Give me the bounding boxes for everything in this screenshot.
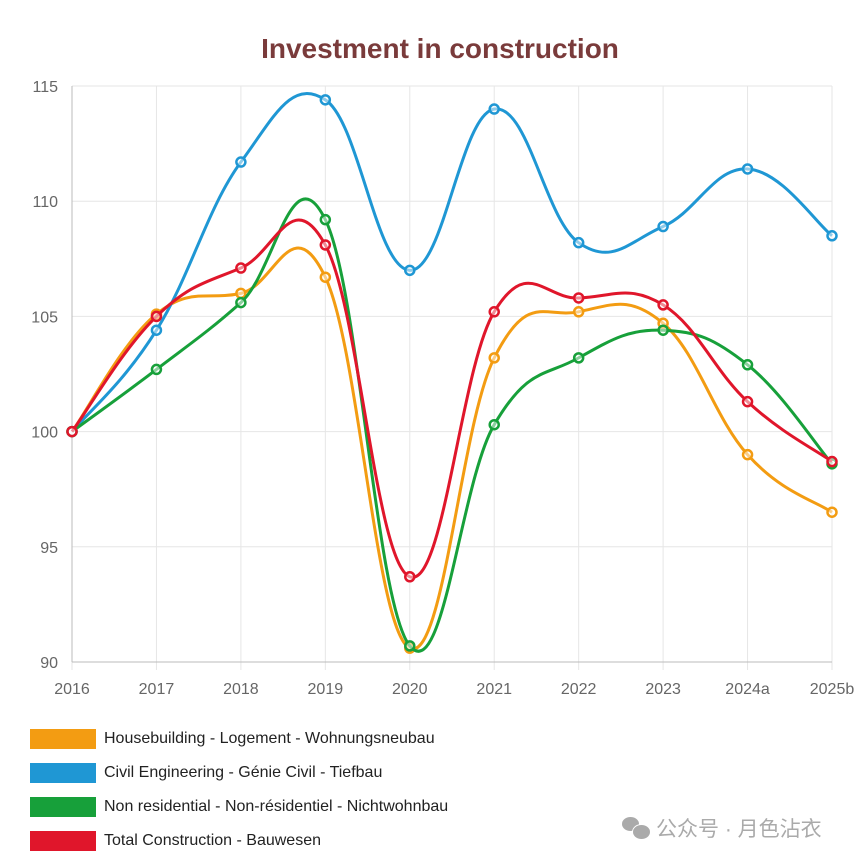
wechat-icon xyxy=(622,817,651,840)
data-point xyxy=(488,418,500,431)
data-point xyxy=(741,448,754,461)
x-tick-label: 2018 xyxy=(223,681,259,698)
y-tick-label: 100 xyxy=(31,425,58,442)
data-point xyxy=(235,156,247,168)
legend-label: Civil Engineering - Génie Civil - Tiefba… xyxy=(104,764,383,781)
legend-label: Housebuilding - Logement - Wohnungsneuba… xyxy=(104,730,435,747)
data-point xyxy=(488,103,500,115)
legend-item[interactable]: Total Construction - Bauwesen xyxy=(30,824,448,858)
data-point xyxy=(319,271,332,283)
x-tick-label: 2021 xyxy=(476,681,512,698)
y-tick-label: 90 xyxy=(40,655,58,672)
data-point xyxy=(404,640,416,652)
data-point xyxy=(319,213,332,226)
data-point xyxy=(826,506,838,518)
x-tick-label: 2025b xyxy=(810,681,855,698)
y-tick-label: 115 xyxy=(32,79,58,96)
data-point xyxy=(741,359,754,371)
line-chart: Investment in construction 90 95 100 105 110… xyxy=(31,33,855,698)
legend-swatch xyxy=(30,831,96,851)
chart-title: Investment in construction xyxy=(261,33,619,64)
legend-swatch xyxy=(30,729,96,749)
data-point xyxy=(150,363,163,376)
legend: Housebuilding - Logement - Wohnungsneuba… xyxy=(30,722,448,858)
data-point xyxy=(488,306,500,318)
data-point xyxy=(404,264,416,277)
series-line-1 xyxy=(70,92,833,433)
data-point xyxy=(235,296,247,309)
legend-swatch xyxy=(30,763,96,783)
y-tick-label: 105 xyxy=(31,309,58,326)
series-line-3 xyxy=(70,218,833,579)
x-tick-label: 2020 xyxy=(392,681,428,698)
data-point xyxy=(319,94,332,106)
data-point xyxy=(657,299,669,311)
x-tick-label: 2023 xyxy=(645,681,681,698)
series-line-2 xyxy=(71,197,834,653)
data-point xyxy=(741,395,754,408)
legend-label: Total Construction - Bauwesen xyxy=(104,832,321,849)
watermark-text: 公众号 · 月色沾衣 xyxy=(656,818,822,841)
data-point xyxy=(741,163,754,175)
data-point xyxy=(572,292,585,304)
data-point xyxy=(488,352,500,364)
watermark: 公众号 · 月色沾衣 xyxy=(622,813,822,843)
y-tick-label: 95 xyxy=(40,540,58,557)
legend-item[interactable]: Non residential - Non-résidentiel - Nich… xyxy=(30,790,448,824)
data-point xyxy=(150,324,163,336)
data-point xyxy=(404,571,416,583)
data-point xyxy=(235,287,247,300)
legend-label: Non residential - Non-résidentiel - Nich… xyxy=(104,798,449,815)
legend-item[interactable]: Civil Engineering - Génie Civil - Tiefba… xyxy=(30,756,448,790)
x-tick-label: 2024a xyxy=(725,681,770,698)
series-line-0 xyxy=(70,246,833,651)
data-point xyxy=(826,455,838,468)
data-point xyxy=(657,324,669,336)
x-tick-label: 2022 xyxy=(561,681,597,698)
data-point xyxy=(572,352,585,364)
data-point xyxy=(150,310,163,323)
data-point xyxy=(657,220,669,233)
legend-item[interactable]: Housebuilding - Logement - Wohnungsneuba… xyxy=(30,722,448,756)
x-tick-label: 2017 xyxy=(139,681,175,698)
data-point xyxy=(572,306,585,318)
y-tick-label: 110 xyxy=(32,194,58,211)
data-point xyxy=(235,262,247,274)
legend-swatch xyxy=(30,797,96,817)
data-point xyxy=(572,236,585,249)
x-tick-label: 2019 xyxy=(308,681,344,698)
data-point xyxy=(826,230,838,242)
x-tick-label: 2016 xyxy=(54,681,90,698)
data-point xyxy=(66,425,78,438)
data-point xyxy=(319,239,332,251)
